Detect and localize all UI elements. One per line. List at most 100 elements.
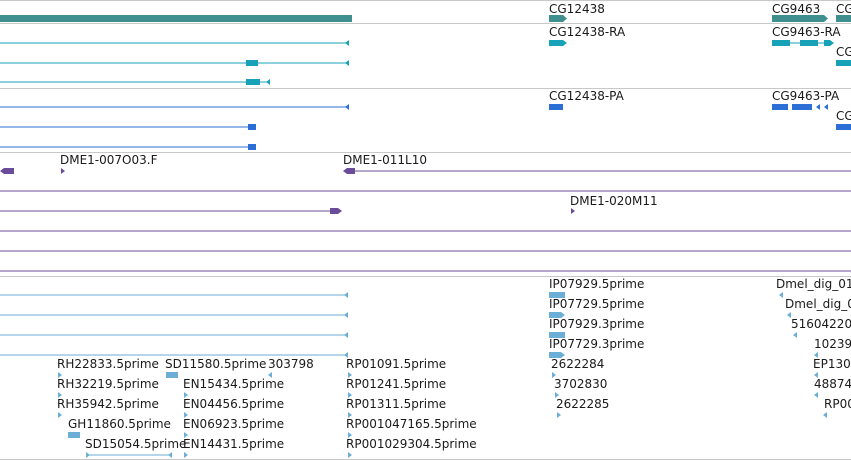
protein-label-cg9463-pa[interactable]: CG9463-PA (772, 89, 840, 103)
est-feature[interactable] (552, 372, 556, 378)
est-label[interactable]: RP01091.5prime (346, 357, 447, 371)
est-label[interactable]: IP07929.5prime (549, 277, 645, 291)
strand-arrow[interactable] (345, 40, 349, 46)
clone-label-dme1-007o03[interactable]: DME1-007O03.F (60, 153, 158, 167)
est-feature[interactable] (168, 452, 172, 458)
est-feature[interactable] (86, 452, 90, 458)
mrna-feature[interactable] (549, 40, 567, 46)
est-label[interactable]: 3702830 (554, 377, 608, 391)
exon[interactable] (836, 60, 851, 66)
est-feature[interactable] (348, 412, 352, 418)
est-feature[interactable] (549, 352, 565, 358)
est-feature[interactable] (348, 432, 352, 438)
clone-feature[interactable] (0, 168, 14, 174)
est-feature[interactable] (555, 392, 559, 398)
est-label[interactable]: IP07729.5prime (549, 297, 645, 311)
est-feature[interactable] (814, 352, 818, 358)
exon[interactable] (246, 60, 258, 66)
est-feature[interactable] (58, 372, 62, 378)
est-feature[interactable] (814, 372, 818, 378)
est-feature[interactable] (58, 392, 62, 398)
exon[interactable] (772, 40, 790, 46)
est-feature[interactable] (348, 372, 352, 378)
strand-arrow[interactable] (344, 332, 348, 338)
est-label[interactable]: Dmel_dig_0 (785, 297, 851, 311)
strand-arrow[interactable] (345, 60, 349, 66)
clone-feature[interactable] (330, 208, 342, 214)
est-feature[interactable] (549, 312, 565, 318)
gene-label-cg12438[interactable]: CG12438 (549, 2, 605, 16)
gene-feature[interactable] (772, 15, 828, 22)
strand-arrow[interactable] (344, 352, 348, 358)
est-feature[interactable] (557, 412, 561, 418)
strand-arrow[interactable] (344, 292, 348, 298)
est-feature[interactable] (58, 412, 62, 418)
mrna-label-cg-partial[interactable]: CG (836, 45, 851, 59)
est-label[interactable]: Dmel_dig_01 (776, 277, 851, 291)
est-label[interactable]: EN04456.5prime (183, 397, 285, 411)
est-label[interactable]: RP01311.5prime (346, 397, 447, 411)
est-label[interactable]: SD15054.5prime (85, 437, 187, 451)
est-label[interactable]: IP07729.3prime (549, 337, 645, 351)
protein-exon[interactable] (792, 104, 812, 110)
est-label[interactable]: 10239 (814, 337, 851, 351)
est-label[interactable]: EN15434.5prime (183, 377, 285, 391)
exon[interactable] (800, 40, 818, 46)
est-label[interactable]: RP01241.5prime (346, 377, 447, 391)
est-feature[interactable] (793, 332, 797, 338)
protein-exon[interactable] (836, 124, 851, 130)
gene-feature[interactable] (0, 15, 352, 22)
est-label[interactable]: EN06923.5prime (183, 417, 285, 431)
est-label[interactable]: 303798 (268, 357, 314, 371)
est-feature[interactable] (348, 452, 352, 458)
est-label[interactable]: RP001029304.5prime (346, 437, 477, 451)
est-feature[interactable] (814, 392, 818, 398)
est-feature[interactable] (184, 412, 188, 418)
protein-exon[interactable] (549, 104, 563, 110)
est-feature[interactable] (184, 392, 188, 398)
est-label[interactable]: EN14431.5prime (183, 437, 285, 451)
gene-label-cg-partial[interactable]: CG (836, 2, 851, 16)
protein-exon[interactable] (824, 104, 828, 110)
clone-feature[interactable] (61, 168, 65, 174)
est-label[interactable]: 2622284 (551, 357, 605, 371)
est-label[interactable]: 51604220 (791, 317, 851, 331)
strand-arrow[interactable] (344, 312, 348, 318)
est-feature[interactable] (68, 432, 80, 438)
gene-feature[interactable] (549, 15, 567, 22)
est-feature[interactable] (268, 372, 272, 378)
exon[interactable] (824, 40, 834, 46)
est-label[interactable]: IP07929.3prime (549, 317, 645, 331)
protein-exon[interactable] (248, 144, 256, 150)
est-label[interactable]: RH35942.5prime (57, 397, 159, 411)
est-label[interactable]: SD11580.5prime (165, 357, 267, 371)
exon[interactable] (246, 79, 260, 85)
est-feature[interactable] (184, 432, 188, 438)
est-label[interactable]: EP130 (813, 357, 851, 371)
est-label[interactable]: GH11860.5prime (68, 417, 171, 431)
strand-arrow[interactable] (266, 79, 270, 85)
est-label[interactable]: RP00 (824, 397, 851, 411)
clone-label-dme1-011l10[interactable]: DME1-011L10 (343, 153, 427, 167)
gene-feature[interactable] (836, 15, 851, 22)
protein-exon[interactable] (816, 104, 820, 110)
est-label[interactable]: 48874 (814, 377, 851, 391)
est-label[interactable]: 2622285 (556, 397, 610, 411)
est-label[interactable]: RH22833.5prime (57, 357, 159, 371)
est-feature[interactable] (166, 372, 178, 378)
est-label[interactable]: RH32219.5prime (57, 377, 159, 391)
protein-exon[interactable] (772, 104, 788, 110)
protein-exon[interactable] (248, 124, 256, 130)
clone-feature[interactable] (343, 168, 355, 174)
est-feature[interactable] (348, 392, 352, 398)
est-feature[interactable] (549, 292, 565, 298)
est-label[interactable]: RP001047165.5prime (346, 417, 477, 431)
protein-label-cg12438-pa[interactable]: CG12438-PA (549, 89, 624, 103)
protein-label-cg-partial[interactable]: CG (836, 109, 851, 123)
gene-label-cg9463[interactable]: CG9463 (772, 2, 821, 16)
mrna-label-cg9463-ra[interactable]: CG9463-RA (772, 25, 841, 39)
est-feature[interactable] (184, 452, 188, 458)
clone-feature[interactable] (571, 208, 575, 214)
est-feature[interactable] (823, 412, 827, 418)
mrna-label-cg12438-ra[interactable]: CG12438-RA (549, 25, 626, 39)
